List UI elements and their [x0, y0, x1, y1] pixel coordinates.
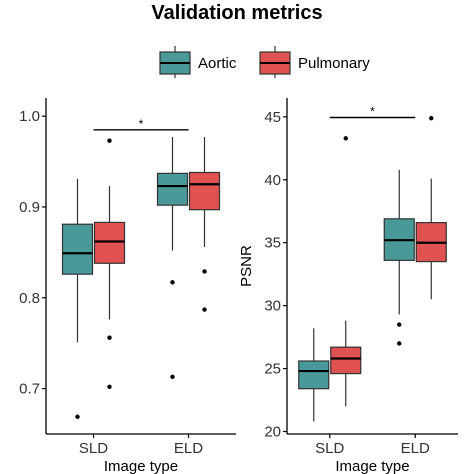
box-iqr	[188, 171, 221, 211]
outlier-point	[343, 136, 348, 141]
outlier-point	[397, 341, 402, 346]
y-tick-label: 1.0	[19, 108, 40, 125]
boxplot-aortic-eld	[156, 137, 189, 379]
box-iqr	[298, 360, 330, 390]
y-tick-label: 0.8	[19, 290, 40, 307]
legend-label: Aortic	[198, 55, 237, 72]
x-tick-label: SLD	[79, 440, 108, 457]
chart-title: Validation metrics	[151, 2, 323, 24]
x-axis-label: Image type	[335, 458, 409, 474]
boxplot-pulmonary-eld	[415, 115, 447, 300]
y-tick-label: 20	[264, 423, 281, 440]
y-axis-label: PSNR	[238, 245, 255, 287]
y-tick-label: 35	[264, 235, 281, 252]
y-tick-label: 0.7	[19, 381, 40, 398]
boxplot-pulmonary-eld	[188, 137, 221, 312]
boxplot-pulmonary-sld	[330, 136, 362, 407]
outlier-point	[429, 115, 434, 121]
boxplot-aortic-sld	[61, 178, 94, 419]
outlier-point	[170, 374, 175, 379]
significance-label: *	[370, 105, 375, 119]
boxplot-aortic-eld	[383, 169, 415, 346]
box-iqr	[156, 172, 189, 206]
box-iqr	[330, 346, 362, 375]
outlier-point	[170, 280, 175, 285]
outlier-point	[107, 384, 112, 389]
outlier-point	[107, 138, 112, 143]
box-iqr	[61, 223, 94, 275]
outlier-point	[202, 307, 207, 312]
legend-item-aortic: Aortic	[159, 46, 237, 78]
y-tick-label: 40	[264, 172, 281, 189]
x-tick-label: ELD	[401, 440, 430, 457]
significance-label: *	[139, 117, 144, 131]
outlier-point	[397, 322, 402, 327]
outlier-point	[75, 414, 80, 419]
x-tick-label: ELD	[174, 440, 203, 457]
box-iqr	[93, 221, 126, 264]
x-tick-label: SLD	[315, 440, 344, 457]
x-axis-label: Image type	[104, 458, 178, 474]
legend-label: Pulmonary	[298, 55, 370, 72]
y-tick-label: 0.9	[19, 199, 40, 216]
boxplot-pulmonary-sld	[93, 138, 126, 389]
y-tick-label: 25	[264, 361, 281, 378]
y-tick-label: 30	[264, 298, 281, 315]
y-tick-label: 45	[264, 109, 281, 126]
boxplot-aortic-sld	[298, 328, 330, 422]
outlier-point	[202, 269, 207, 274]
legend-item-pulmonary: Pulmonary	[259, 46, 370, 78]
outlier-point	[107, 335, 112, 340]
